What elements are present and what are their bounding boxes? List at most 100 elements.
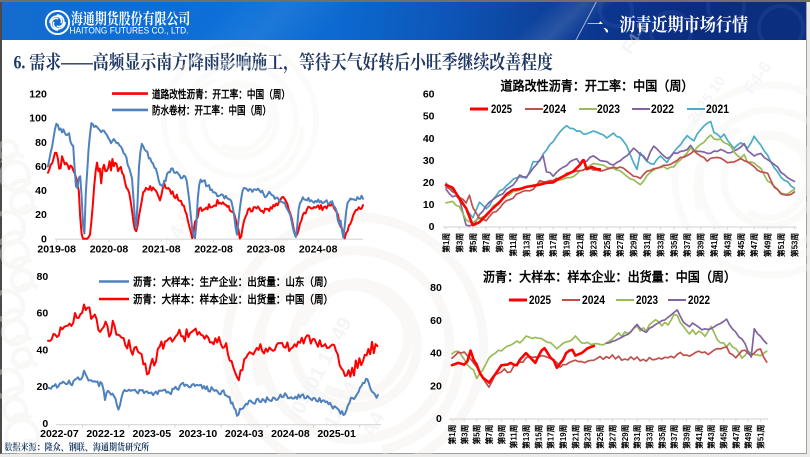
svg-text:20: 20: [430, 380, 442, 392]
svg-text:第31周: 第31周: [632, 424, 642, 448]
svg-text:40: 40: [430, 348, 442, 360]
svg-text:沥青：大样本：样本企业：出货量：中国（周）: 沥青：大样本：样本企业：出货量：中国（周）: [483, 270, 736, 285]
svg-text:第11周: 第11周: [509, 424, 519, 448]
svg-text:2022: 2022: [651, 104, 674, 116]
svg-text:2025: 2025: [529, 295, 552, 307]
svg-text:2023-10: 2023-10: [179, 428, 218, 440]
svg-text:6. 需求——高频显示南方降雨影响施工，等待天气好转后小旺季: 6. 需求——高频显示南方降雨影响施工，等待天气好转后小旺季继续改善程度: [14, 51, 554, 74]
svg-text:第39周: 第39周: [682, 424, 692, 448]
svg-text:第45周: 第45周: [719, 424, 729, 448]
svg-text:道路改性沥青：开工率：中国（周）: 道路改性沥青：开工率：中国（周）: [152, 87, 290, 101]
svg-text:2019-08: 2019-08: [37, 243, 76, 255]
svg-text:第51周: 第51周: [776, 233, 786, 257]
svg-text:第13周: 第13周: [521, 233, 531, 257]
svg-text:30: 30: [423, 155, 435, 167]
svg-text:第19周: 第19周: [558, 424, 568, 448]
svg-text:80: 80: [430, 282, 442, 294]
svg-text:2024: 2024: [582, 295, 606, 307]
svg-text:第47周: 第47周: [749, 233, 759, 257]
svg-text:第53周: 第53周: [789, 233, 799, 257]
svg-text:第7周: 第7周: [484, 424, 494, 444]
svg-text:第43周: 第43周: [722, 233, 732, 257]
svg-text:20: 20: [37, 381, 49, 393]
svg-text:40: 40: [35, 185, 47, 197]
svg-text:60: 60: [35, 161, 47, 173]
svg-text:0: 0: [429, 221, 435, 233]
svg-text:第35周: 第35周: [657, 424, 667, 448]
svg-text:第29周: 第29周: [620, 424, 630, 448]
svg-text:2020-08: 2020-08: [90, 243, 129, 255]
svg-text:80: 80: [37, 271, 49, 283]
svg-text:防水卷材：开工率：中国（周）: 防水卷材：开工率：中国（周）: [152, 103, 271, 117]
svg-text:第13周: 第13周: [521, 424, 531, 448]
svg-text:2022: 2022: [688, 295, 710, 307]
svg-text:2022-08: 2022-08: [194, 243, 233, 255]
svg-text:0: 0: [436, 413, 442, 425]
svg-text:2025: 2025: [491, 104, 512, 116]
svg-text:数据来源：隆众、钢联、海通期货研究所: 数据来源：隆众、钢联、海通期货研究所: [4, 441, 149, 453]
svg-text:第25周: 第25周: [595, 424, 605, 448]
svg-text:第51周: 第51周: [756, 424, 766, 448]
svg-text:第49周: 第49周: [743, 424, 753, 448]
svg-text:第1周: 第1周: [441, 233, 451, 253]
svg-text:道路改性沥青：开工率：中国（周）: 道路改性沥青：开工率：中国（周）: [501, 79, 694, 94]
svg-text:第9周: 第9周: [496, 424, 506, 444]
svg-text:第35周: 第35周: [669, 233, 679, 257]
svg-text:第41周: 第41周: [709, 233, 719, 257]
svg-text:60: 60: [430, 315, 442, 327]
svg-text:2021: 2021: [706, 104, 730, 116]
svg-text:100: 100: [29, 113, 47, 125]
svg-text:2023: 2023: [597, 104, 620, 116]
svg-text:第21周: 第21周: [575, 233, 585, 257]
svg-text:第39周: 第39周: [696, 233, 706, 257]
svg-text:第17周: 第17周: [546, 424, 556, 448]
svg-text:80: 80: [35, 137, 47, 149]
svg-text:第45周: 第45周: [736, 233, 746, 257]
svg-text:第9周: 第9周: [495, 233, 505, 253]
svg-text:第29周: 第29周: [629, 233, 639, 257]
svg-text:2025-01: 2025-01: [317, 428, 356, 440]
svg-text:第27周: 第27周: [615, 233, 625, 257]
svg-text:2024-03: 2024-03: [225, 428, 264, 440]
svg-text:第37周: 第37周: [669, 424, 679, 448]
svg-text:第17周: 第17周: [548, 233, 558, 257]
svg-text:0: 0: [42, 418, 48, 430]
svg-text:40: 40: [423, 133, 435, 145]
svg-text:2023: 2023: [636, 295, 658, 307]
svg-text:一、沥青近期市场行情: 一、沥青近期市场行情: [587, 14, 748, 35]
svg-text:海通期货股份有限公司: 海通期货股份有限公司: [71, 10, 190, 28]
svg-text:第7周: 第7周: [481, 233, 491, 253]
svg-text:0: 0: [41, 233, 47, 245]
svg-text:2022-07: 2022-07: [40, 428, 79, 440]
svg-text:第33周: 第33周: [644, 424, 654, 448]
svg-text:第23周: 第23周: [583, 424, 593, 448]
svg-text:40: 40: [37, 344, 49, 356]
svg-text:沥青：大样本：样本企业：出货量：中国（周）: 沥青：大样本：样本企业：出货量：中国（周）: [133, 292, 333, 306]
svg-text:2023-05: 2023-05: [133, 428, 172, 440]
svg-text:第41周: 第41周: [694, 424, 704, 448]
svg-text:第43周: 第43周: [706, 424, 716, 448]
svg-text:60: 60: [37, 308, 49, 320]
svg-text:2024-08: 2024-08: [271, 428, 310, 440]
svg-text:2024-08: 2024-08: [299, 243, 338, 255]
svg-text:第27周: 第27周: [607, 424, 617, 448]
svg-text:HAITONG FUTURES CO., LTD.: HAITONG FUTURES CO., LTD.: [70, 26, 189, 37]
svg-text:第23周: 第23周: [588, 233, 598, 257]
svg-text:第11周: 第11周: [508, 233, 518, 257]
svg-text:第19周: 第19周: [562, 233, 572, 257]
svg-text:第3周: 第3周: [459, 424, 469, 444]
svg-text:第31周: 第31周: [642, 233, 652, 257]
svg-text:第15周: 第15周: [535, 233, 545, 257]
svg-text:第1周: 第1周: [447, 424, 457, 444]
svg-text:第3周: 第3周: [454, 233, 464, 253]
svg-text:沥青：大样本：生产企业：出货量：山东（周）: 沥青：大样本：生产企业：出货量：山东（周）: [133, 275, 333, 289]
svg-text:第5周: 第5周: [468, 233, 478, 253]
svg-text:10: 10: [423, 199, 435, 211]
svg-text:2024: 2024: [543, 104, 567, 116]
svg-text:第5周: 第5周: [472, 424, 482, 444]
svg-text:2023-08: 2023-08: [247, 243, 286, 255]
svg-text:第49周: 第49周: [763, 233, 773, 257]
svg-text:第47周: 第47周: [731, 424, 741, 448]
svg-text:第15周: 第15周: [533, 424, 543, 448]
svg-text:2021-08: 2021-08: [142, 243, 181, 255]
